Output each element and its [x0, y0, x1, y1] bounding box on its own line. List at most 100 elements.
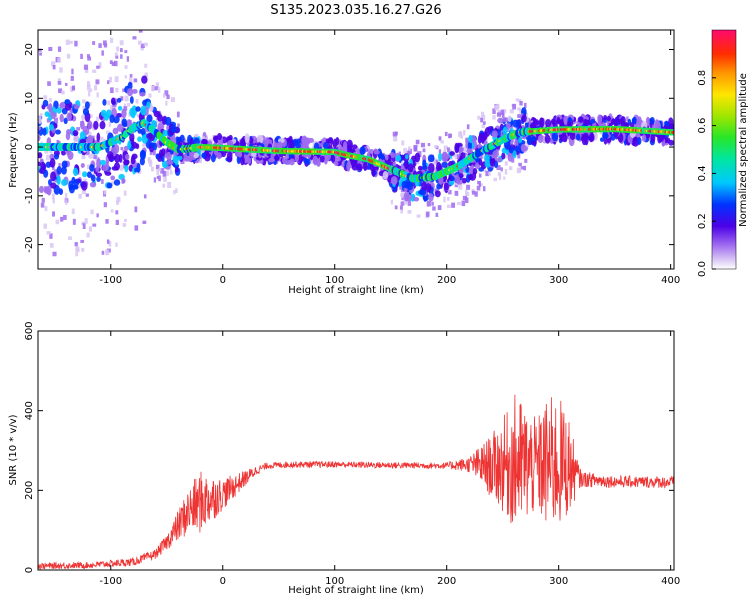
spectrogram-speckle [116, 196, 121, 203]
spectrogram-speckle [96, 116, 100, 122]
colorbar: 0.0 0.2 0.4 0.6 0.8 Normalized spectral ampl… [697, 29, 749, 277]
spectrogram-cloud [59, 102, 64, 109]
spectrogram-speckle [162, 170, 167, 177]
spectrogram-speckle [95, 79, 100, 85]
spectrogram-cloud [100, 159, 106, 166]
spectrogram-cloud [584, 134, 589, 146]
spectrogram-cloud [228, 134, 233, 141]
spectrogram-cloud [472, 167, 478, 175]
spectrogram-speckle [126, 103, 131, 107]
spectrogram-speckle [71, 68, 74, 75]
colorbar-ticks: 0.0 0.2 0.4 0.6 0.8 [697, 70, 716, 277]
spectrogram-speckle [57, 140, 61, 145]
colorbar-gradient [712, 30, 736, 269]
spectrogram-speckle [75, 251, 78, 257]
spectrogram-cloud [146, 114, 153, 123]
spectrogram-speckle [114, 76, 119, 83]
spectrogram-speckle [60, 107, 65, 113]
spectrogram-speckle [111, 181, 115, 185]
spectrogram-speckle [93, 85, 98, 91]
spectrogram-cloud [44, 111, 50, 117]
spectrogram-speckle [163, 176, 167, 182]
spectrogram-cloud [81, 181, 88, 191]
spectrogram-cloud [127, 141, 132, 150]
spectrogram-cloud [390, 175, 398, 185]
spectrogram-speckle [466, 184, 471, 190]
spectrogram-cloud [38, 126, 41, 131]
spectrogram-cloud [362, 160, 368, 172]
spectrogram-cloud [487, 126, 494, 131]
spectrogram-speckle [120, 96, 124, 101]
colorbar-tick-label: 0.8 [697, 70, 708, 86]
spectrogram-x-tick-label: 0 [220, 275, 226, 286]
spectrogram-speckle [443, 145, 448, 150]
spectrogram-speckle [71, 208, 75, 215]
spectrogram-cloud [131, 88, 138, 94]
spectrogram-speckle [503, 176, 506, 180]
spectrogram-cloud [127, 81, 133, 91]
spectrogram-speckle [134, 206, 138, 213]
spectrogram-cloud [632, 136, 639, 147]
spectrogram-x-tick-label: 200 [437, 275, 456, 286]
spectrogram-cloud [48, 124, 55, 131]
spectrogram-speckle [505, 127, 510, 132]
spectrogram-cloud [467, 167, 475, 175]
spectrogram-speckle [153, 177, 157, 183]
spectrogram-speckle [116, 46, 120, 52]
spectrogram-speckle [150, 166, 154, 172]
spectrogram-speckle [124, 95, 129, 102]
spectrogram-cloud [602, 130, 608, 139]
spectrogram-speckle [134, 225, 139, 231]
spectrogram-cloud [294, 152, 299, 163]
spectrogram-speckle [80, 239, 85, 243]
spectrogram-cloud [583, 119, 590, 126]
spectrogram-speckle [107, 100, 111, 106]
spectrogram-cloud [121, 178, 126, 184]
spectrogram-speckle [485, 170, 490, 177]
spectrogram-cloud [551, 131, 559, 142]
spectrogram-cloud [146, 101, 151, 109]
spectrogram-cloud [630, 122, 635, 129]
spectrogram-cloud [96, 132, 101, 142]
spectrogram-speckle [111, 61, 116, 66]
spectrogram-speckle [124, 75, 127, 79]
spectrogram-speckle [170, 97, 175, 103]
spectrogram-cloud [641, 134, 647, 142]
spectrogram-cloud [141, 75, 148, 84]
spectrogram-cloud [45, 161, 52, 168]
spectrogram-speckle [105, 219, 109, 224]
colorbar-tick-label: 0.2 [697, 213, 708, 229]
spectrogram-speckle [432, 206, 436, 211]
spectrogram-speckle [86, 232, 90, 238]
spectrogram-cloud [301, 135, 308, 146]
spectrogram-cloud [442, 151, 449, 163]
spectrogram-cloud [382, 171, 389, 180]
spectrogram-speckle [463, 129, 466, 136]
spectrogram-speckle [403, 148, 408, 153]
spectrogram-cloud [113, 179, 121, 186]
spectrogram-speckle [70, 86, 74, 93]
spectrogram-speckle [119, 40, 124, 46]
spectrogram-cloud [64, 99, 71, 106]
spectrogram-speckle [500, 109, 505, 116]
snr-x-tick-label: 0 [220, 576, 226, 587]
figure-title: S135.2023.035.16.27.G26 [270, 3, 441, 18]
spectrogram-cloud [658, 135, 665, 143]
spectrogram-cloud [103, 113, 110, 121]
spectrogram-speckle [398, 151, 401, 157]
spectrogram-speckle [154, 86, 158, 91]
spectrogram-speckle [496, 112, 502, 117]
spectrogram-cloud [201, 153, 207, 158]
spectrogram-speckle [309, 160, 314, 164]
spectrogram-speckle [480, 117, 484, 123]
spectrogram-speckle [109, 60, 113, 65]
spectrogram-cloud [56, 107, 62, 114]
spectrogram-cloud [392, 161, 397, 167]
spectrogram-cloud [384, 154, 389, 161]
spectrogram-speckle [471, 190, 475, 195]
spectrogram-speckle [454, 190, 459, 196]
spectrogram-speckle [407, 199, 411, 206]
spectrogram-cloud [125, 153, 130, 161]
spectrogram-speckle [138, 30, 143, 33]
spectrogram-speckle [82, 99, 86, 104]
